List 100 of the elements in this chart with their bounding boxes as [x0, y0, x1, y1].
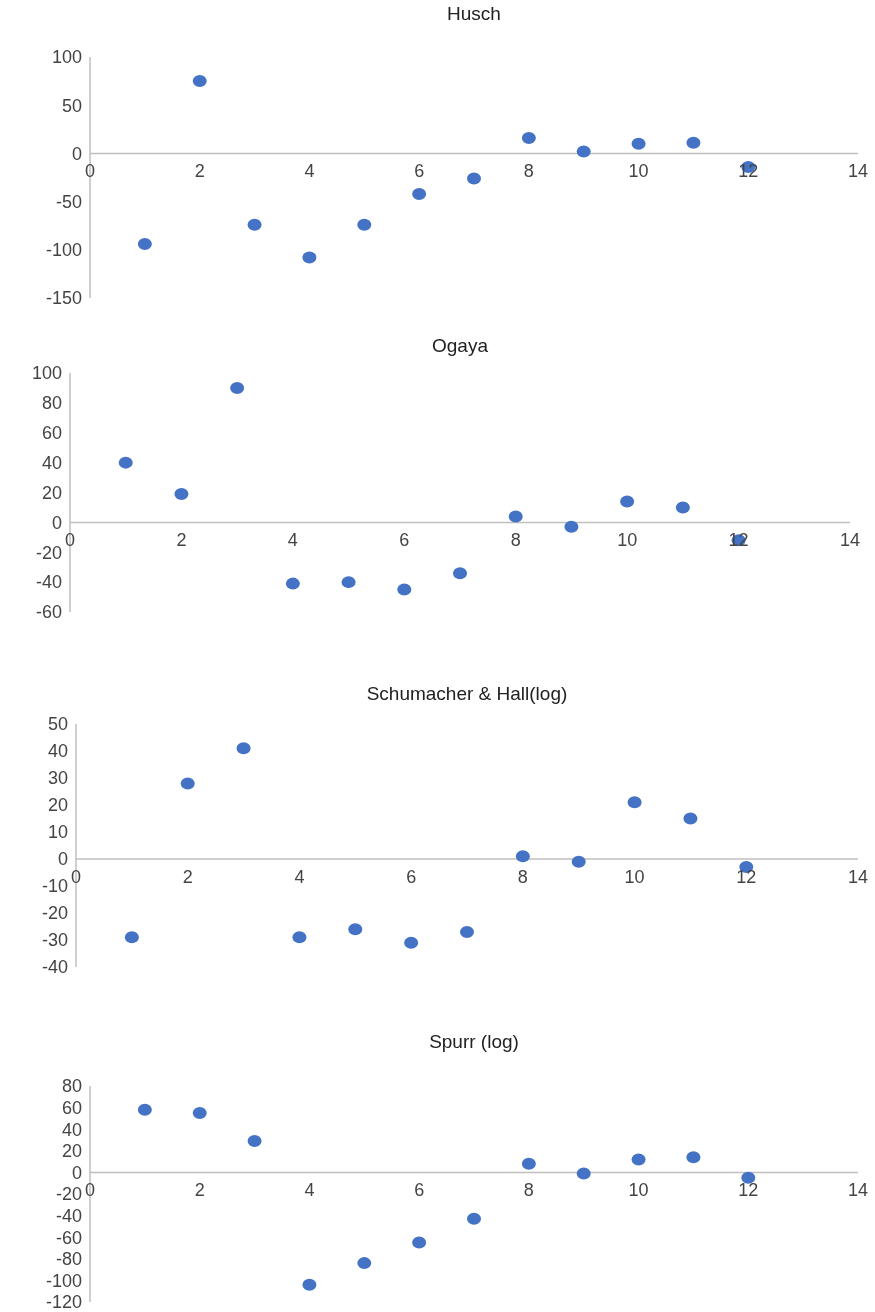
point	[174, 487, 189, 500]
y-tick-label: -60	[55, 1227, 82, 1248]
y-tick-label: 40	[47, 741, 68, 762]
point	[412, 187, 427, 200]
y-tick-label: -20	[41, 903, 68, 924]
y-tick-label: -20	[55, 1184, 82, 1205]
point	[508, 510, 523, 523]
point	[124, 931, 139, 944]
point	[467, 1212, 481, 1225]
x-tick-label: 4	[294, 867, 305, 887]
point	[397, 583, 412, 596]
y-tick-label: 30	[47, 768, 68, 789]
point	[521, 131, 536, 144]
x-tick-label: 4	[287, 530, 298, 551]
point	[521, 1157, 536, 1170]
point	[686, 136, 701, 149]
x-tick-label: 8	[523, 161, 534, 182]
point	[453, 567, 467, 580]
x-tick-label: 14	[847, 161, 869, 182]
y-tick-label: -100	[45, 240, 82, 261]
chart-title: Spurr (log)	[429, 1031, 519, 1052]
y-tick-label: -30	[41, 930, 68, 951]
x-tick-label: 0	[84, 161, 96, 182]
y-tick-label: -40	[41, 957, 68, 978]
chart-title: Ogaya	[432, 335, 489, 356]
y-tick-label: 20	[41, 482, 62, 503]
x-tick-label: 14	[839, 530, 861, 551]
point	[460, 925, 474, 938]
x-tick-label: 8	[523, 1180, 534, 1201]
point	[357, 1257, 372, 1270]
y-tick-label: 40	[61, 1119, 82, 1140]
point	[192, 75, 207, 88]
point	[404, 936, 419, 949]
point	[515, 850, 530, 863]
x-tick-label: 6	[406, 867, 417, 887]
y-tick-label: -40	[55, 1205, 82, 1226]
y-tick-label: 10	[47, 822, 68, 843]
point	[341, 576, 356, 589]
x-tick-label: 4	[304, 1180, 315, 1201]
point	[302, 1278, 317, 1291]
point	[576, 1167, 591, 1180]
point	[302, 251, 317, 264]
point	[412, 1236, 427, 1249]
y-tick-label: 0	[57, 849, 68, 870]
y-tick-label: 50	[47, 714, 68, 735]
point	[631, 1153, 646, 1166]
y-tick-label: 50	[61, 95, 82, 116]
point	[230, 381, 245, 394]
x-tick-label: 14	[847, 867, 869, 887]
point	[620, 495, 635, 508]
x-tick-label: 10	[624, 867, 645, 887]
point	[118, 456, 133, 469]
point	[137, 1103, 152, 1116]
y-tick-label: 60	[41, 423, 62, 444]
y-tick-label: 0	[71, 1162, 82, 1183]
x-tick-label: 10	[617, 530, 638, 551]
y-tick-label: 80	[41, 393, 62, 414]
x-tick-label: 6	[399, 530, 410, 551]
point	[357, 218, 372, 231]
y-tick-label: -20	[35, 542, 62, 563]
point	[247, 1135, 262, 1148]
x-tick-label: 2	[182, 867, 193, 887]
point	[285, 577, 300, 590]
x-tick-label: 8	[517, 867, 528, 887]
point	[180, 777, 195, 790]
x-tick-label: 4	[304, 161, 315, 182]
y-tick-label: -80	[55, 1249, 82, 1270]
x-tick-label: 10	[628, 1180, 649, 1201]
y-tick-label: -40	[35, 572, 62, 593]
y-tick-label: 100	[51, 47, 82, 68]
x-tick-label: 12	[738, 1180, 759, 1201]
point	[683, 812, 698, 825]
y-tick-label: 0	[51, 512, 62, 533]
x-tick-label: 8	[510, 530, 521, 551]
y-tick-label: 20	[61, 1141, 82, 1162]
point	[627, 796, 642, 809]
y-tick-label: 80	[61, 1076, 82, 1097]
point	[564, 520, 579, 533]
x-tick-label: 14	[847, 1180, 869, 1201]
y-tick-label: 40	[41, 452, 62, 473]
y-tick-label: -100	[45, 1270, 82, 1291]
x-tick-label: 6	[414, 1180, 425, 1201]
point	[348, 923, 363, 936]
y-tick-label: -120	[45, 1292, 82, 1312]
point	[576, 145, 591, 158]
y-tick-label: 20	[47, 795, 68, 816]
y-tick-label: 0	[71, 143, 82, 164]
point	[741, 1171, 756, 1184]
y-tick-label: 100	[31, 363, 62, 384]
point	[631, 137, 646, 150]
x-tick-label: 12	[736, 867, 757, 887]
point	[292, 931, 307, 944]
point	[236, 742, 251, 755]
point	[192, 1107, 207, 1119]
x-tick-label: 2	[176, 530, 187, 551]
x-tick-label: 10	[628, 161, 649, 182]
y-tick-label: -150	[45, 288, 82, 309]
x-tick-label: 2	[194, 161, 205, 182]
point	[686, 1151, 701, 1164]
x-tick-label: 0	[84, 1180, 96, 1201]
